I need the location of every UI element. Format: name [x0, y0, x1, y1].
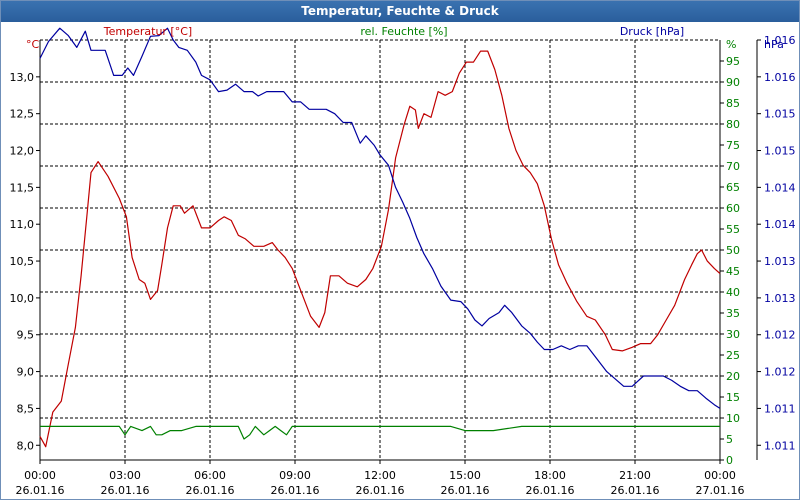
humidity-series-line [40, 425, 720, 440]
temperature-tick-label: 13,0 [10, 71, 35, 84]
pressure-legend: Druck [hPa] [620, 25, 684, 38]
humidity-tick-label: 45 [726, 265, 740, 278]
temperature-series-line [39, 50, 721, 448]
date-tick-label: 26.01.16 [356, 484, 405, 497]
date-tick-label: 26.01.16 [186, 484, 235, 497]
time-tick-label: 21:00 [619, 469, 651, 482]
temperature-tick-label: 9,5 [17, 329, 35, 342]
humidity-tick-label: 90 [726, 76, 740, 89]
humidity-tick-label: 40 [726, 286, 740, 299]
time-tick-label: 18:00 [534, 469, 566, 482]
pressure-tick-label: 1.015 [764, 145, 796, 158]
pressure-tick-label: 1.014 [764, 181, 796, 194]
humidity-legend: rel. Feuchte [%] [360, 25, 447, 38]
humidity-tick-label: 65 [726, 181, 740, 194]
pressure-series-line [39, 27, 721, 409]
temperature-tick-label: 8,5 [17, 402, 35, 415]
pressure-tick-label: 1.016 [764, 34, 796, 47]
time-tick-label: 15:00 [449, 469, 481, 482]
humidity-tick-label: 15 [726, 391, 740, 404]
temperature-tick-label: 10,5 [10, 255, 35, 268]
temperature-tick-label: 12,0 [10, 145, 35, 158]
temperature-tick-label: 10,0 [10, 292, 35, 305]
humidity-tick-label: 70 [726, 160, 740, 173]
time-tick-label: 06:00 [194, 469, 226, 482]
pressure-tick-label: 1.013 [764, 255, 796, 268]
date-tick-label: 26.01.16 [526, 484, 575, 497]
temperature-axis-ticks: 8,0 8,5 9,0 9,5 10,0 10,5 11,0 11,5 12,0 12,5 13,0 [10, 71, 40, 452]
humidity-tick-label: 5 [726, 433, 733, 446]
humidity-tick-label: 50 [726, 244, 740, 257]
date-tick-label: 26.01.16 [441, 484, 490, 497]
humidity-tick-label: 30 [726, 328, 740, 341]
window-title: Temperatur, Feuchte & Druck [1, 1, 799, 22]
humidity-tick-label: 0 [726, 454, 733, 467]
pressure-tick-label: 1.014 [764, 218, 796, 231]
temperature-tick-label: 12,5 [10, 108, 35, 121]
date-tick-label: 26.01.16 [271, 484, 320, 497]
humidity-tick-label: 25 [726, 349, 740, 362]
date-tick-label: 27.01.16 [696, 484, 745, 497]
humidity-tick-label: 35 [726, 307, 740, 320]
temperature-tick-label: 8,0 [17, 439, 35, 452]
pressure-tick-label: 1.011 [764, 439, 796, 452]
time-tick-label: 12:00 [364, 469, 396, 482]
pressure-tick-label: 1.015 [764, 108, 796, 121]
humidity-tick-label: 60 [726, 202, 740, 215]
date-tick-label: 26.01.16 [611, 484, 660, 497]
humidity-tick-label: 95 [726, 55, 740, 68]
humidity-unit-label: % [726, 38, 736, 51]
humidity-tick-label: 20 [726, 370, 740, 383]
humidity-tick-label: 75 [726, 139, 740, 152]
temperature-legend: Temperatur [°C] [103, 25, 192, 38]
temperature-unit-label: °C [26, 38, 40, 51]
date-tick-label: 26.01.16 [101, 484, 150, 497]
time-tick-label: 03:00 [109, 469, 141, 482]
time-tick-label: 00:00 [704, 469, 736, 482]
pressure-axis-ticks: 1.011 1.011 1.012 1.012 1.013 1.013 1.014 1.014… [757, 34, 796, 452]
pressure-tick-label: 1.012 [764, 366, 796, 379]
humidity-tick-label: 10 [726, 412, 740, 425]
pressure-tick-label: 1.011 [764, 402, 796, 415]
humidity-tick-label: 55 [726, 223, 740, 236]
time-tick-label: 09:00 [279, 469, 311, 482]
pressure-tick-label: 1.016 [764, 71, 796, 84]
humidity-tick-label: 85 [726, 97, 740, 110]
humidity-tick-label: 80 [726, 118, 740, 131]
humidity-axis-ticks: 0 5 10 15 20 25 30 35 40 45 50 55 60 65 70 75 80 85 90 95 [720, 55, 740, 467]
temperature-tick-label: 11,0 [10, 218, 35, 231]
series-lines [39, 27, 721, 448]
date-tick-label: 26.01.16 [16, 484, 65, 497]
time-tick-label: 00:00 [24, 469, 56, 482]
pressure-tick-label: 1.013 [764, 292, 796, 305]
temperature-tick-label: 11,5 [10, 181, 35, 194]
pressure-unit-label: hPa [764, 38, 784, 51]
time-axis-ticks: 00:00 26.01.16 03:00 26.01.16 06:00 26.01.16 0… [16, 460, 745, 497]
temperature-tick-label: 9,0 [17, 366, 35, 379]
pressure-tick-label: 1.012 [764, 329, 796, 342]
